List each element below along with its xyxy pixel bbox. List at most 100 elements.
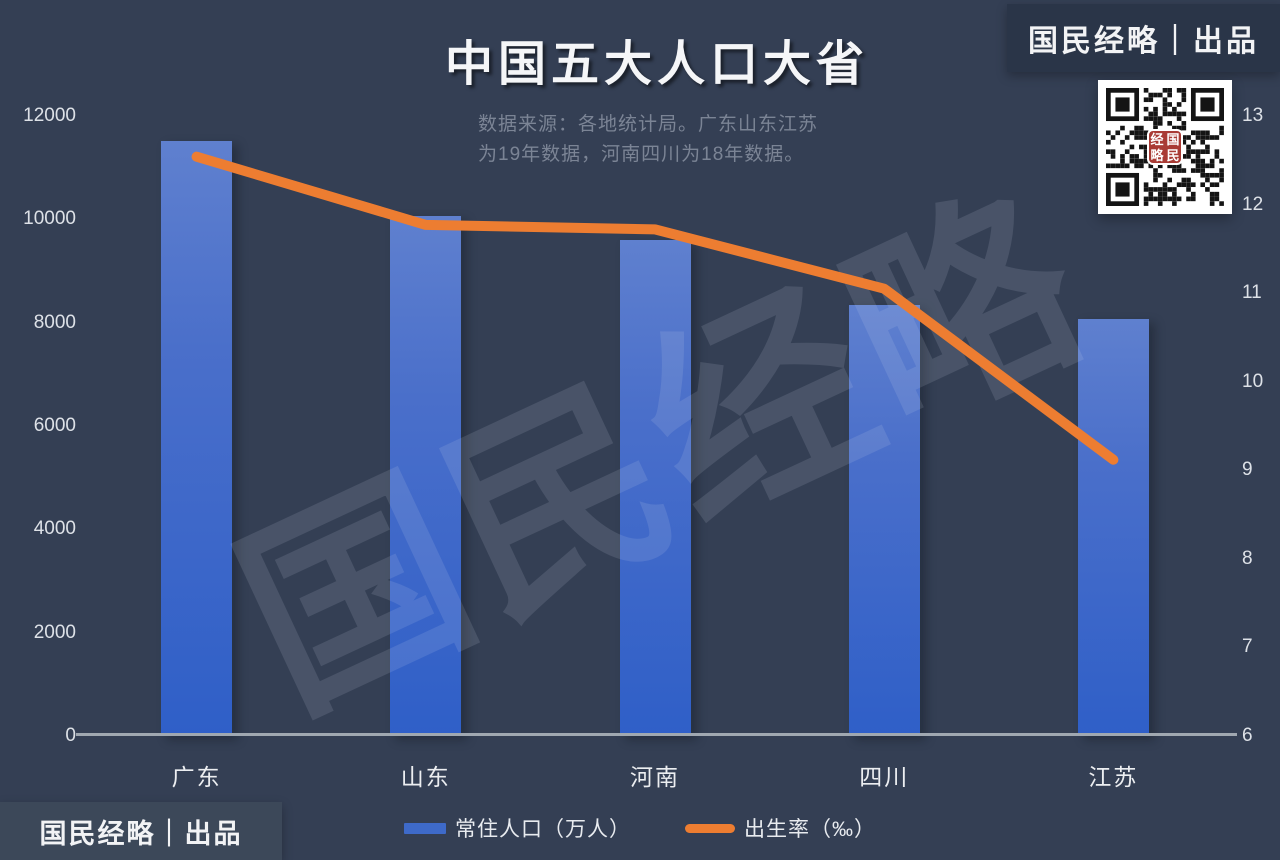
qr-module [1139,163,1144,169]
qr-module [1172,106,1177,112]
qr-module [1172,163,1177,169]
qr-module [1186,187,1191,192]
qr-module [1200,135,1206,140]
qr-module [1134,158,1139,164]
qr-module [1153,121,1158,126]
qr-module [1186,182,1191,188]
qr-module [1134,125,1139,131]
qr-module [1209,201,1215,206]
qr-module [1219,177,1224,183]
qr-module [1153,111,1158,117]
qr-module [1157,172,1163,178]
qr-module [1134,163,1139,169]
qr-module [1167,163,1172,169]
qr-module [1143,135,1149,140]
qr-module [1214,172,1220,178]
qr-module [1205,163,1210,169]
qr-module [1139,135,1144,140]
qr-module [1157,187,1163,192]
left-axis-tick-label: 2000 [33,621,76,643]
qr-module [1172,187,1177,192]
qr-module [1134,154,1139,159]
qr-module [1153,187,1158,192]
qr-module [1195,135,1201,140]
qr-module [1167,121,1172,126]
qr-module [1153,106,1158,112]
qr-module [1167,177,1172,183]
qr-module [1200,163,1206,169]
qr-module [1148,97,1154,103]
qr-module [1120,139,1125,145]
qr-module [1200,168,1206,173]
qr-module [1120,154,1125,159]
qr-module [1124,149,1130,154]
qr-module [1162,111,1168,117]
qr-module [1167,187,1172,192]
qr-module [1120,125,1125,131]
qr-module [1190,158,1196,164]
qr-module [1120,163,1125,169]
x-axis-line [76,733,1237,736]
qr-module [1200,182,1206,188]
qr-module [1209,182,1215,188]
line-series-swatch-icon [685,823,735,833]
qr-module [1143,97,1149,103]
right-axis-tick-label: 10 [1242,370,1264,392]
qr-module [1219,172,1224,178]
qr-module [1129,158,1135,164]
qr-module [1153,92,1158,98]
qr-module [1181,111,1187,117]
population-bar [848,305,920,736]
qr-module [1190,196,1196,202]
qr-module [1157,116,1163,121]
qr-module [1181,92,1187,98]
qr-module [1176,111,1182,117]
population-bar [390,215,462,736]
qr-module [1190,168,1196,173]
chart-legend: 常住人口（万人） 出生率（‰） [0,812,1280,844]
qr-module [1167,102,1172,107]
qr-module [1214,182,1220,188]
qr-module [1190,130,1196,136]
qr-module [1153,172,1158,178]
qr-module [1181,97,1187,103]
right-axis-tick-label: 8 [1242,547,1253,569]
publisher-banner-bottom: 国民经略｜出品 [0,802,282,860]
right-axis-tick-label: 12 [1242,193,1264,215]
qr-module [1129,144,1135,150]
qr-module [1143,154,1149,159]
qr-module [1143,187,1149,192]
qr-module [1153,125,1158,131]
qr-module [1143,144,1149,150]
qr-module [1162,187,1168,192]
qr-module [1219,168,1224,173]
qr-module [1172,201,1177,206]
publisher-banner-top: 国民经略｜出品 [1007,4,1280,72]
qr-module [1205,135,1210,140]
qr-module [1115,97,1130,112]
qr-module [1176,182,1182,188]
qr-module [1205,172,1210,178]
qr-module [1167,111,1172,117]
qr-module [1157,196,1163,202]
qr-module [1209,158,1215,164]
qr-module [1143,158,1149,164]
qr-module [1214,196,1220,202]
bar-series-swatch-icon [404,822,446,834]
qr-module [1195,149,1201,154]
category-label: 四川 [859,764,910,790]
right-axis-tick-label: 6 [1242,725,1253,746]
left-axis-tick-label: 12000 [23,105,76,126]
legend-label-birthrate: 出生率（‰） [744,818,876,841]
legend-label-population: 常住人口（万人） [455,818,631,841]
qr-module [1148,163,1154,169]
left-axis-tick-label: 10000 [23,208,76,230]
qr-module [1219,158,1224,164]
qr-module [1124,163,1130,169]
qr-module [1162,182,1168,188]
qr-module [1143,130,1149,136]
left-axis-tick-label: 0 [65,725,76,746]
left-axis-tick-label: 8000 [33,311,76,333]
qr-module [1106,139,1111,145]
qr-module [1200,139,1206,145]
